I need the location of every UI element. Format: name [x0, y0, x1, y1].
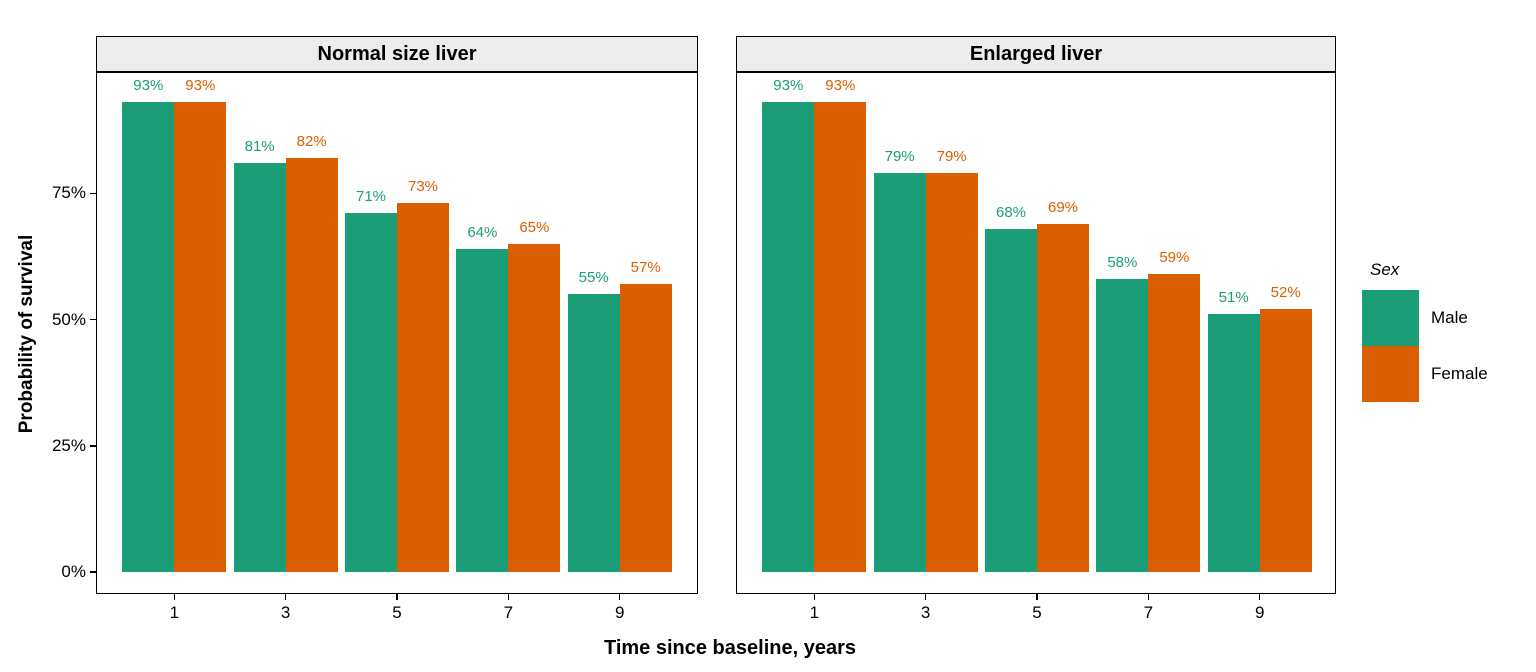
bar-female — [508, 243, 561, 572]
y-tick-label: 0% — [61, 562, 86, 581]
bar-value-label: 93% — [185, 77, 216, 95]
x-tick-label: 5 — [392, 603, 402, 622]
bar-value-label: 79% — [936, 148, 967, 166]
bar-value-label: 79% — [884, 148, 915, 166]
bar-male — [233, 162, 286, 572]
legend-item-male: Male — [1362, 290, 1534, 346]
bar-value-label: 58% — [1107, 254, 1138, 272]
legend-item-label: Male — [1431, 308, 1468, 327]
bar-female — [285, 157, 338, 572]
bar-value-label: 59% — [1159, 249, 1190, 267]
bar-value-label: 65% — [519, 218, 550, 236]
x-tick — [173, 594, 176, 600]
bar-male — [1096, 279, 1149, 572]
x-tick — [1258, 594, 1261, 600]
bar-male — [873, 173, 926, 572]
x-tick-label: 7 — [1143, 603, 1154, 622]
y-tick — [90, 192, 96, 194]
legend-key-swatch — [1362, 290, 1419, 346]
bar-value-label: 93% — [825, 77, 856, 95]
bar-value-label: 52% — [1270, 284, 1301, 302]
x-tick-label: 5 — [1032, 603, 1042, 622]
bar-value-label: 71% — [355, 188, 387, 206]
legend: Sex Male Female — [1362, 260, 1534, 402]
facet-title: Normal size liver — [96, 36, 698, 72]
bar-female — [1148, 274, 1201, 572]
bar-value-label: 93% — [133, 77, 164, 95]
bar-female — [925, 173, 978, 572]
x-tick-label: 7 — [503, 603, 514, 622]
x-tick-label: 9 — [614, 603, 625, 622]
x-tick-label: 1 — [169, 603, 180, 622]
bar-female — [174, 102, 227, 572]
x-tick-label: 3 — [280, 603, 291, 622]
legend-key-swatch — [1362, 346, 1419, 402]
facet-title: Enlarged liver — [736, 36, 1336, 72]
x-tick — [618, 594, 621, 600]
bar-value-label: 82% — [296, 132, 327, 150]
x-tick — [1147, 594, 1150, 600]
x-tick — [1036, 594, 1038, 600]
bar-value-label: 69% — [1047, 198, 1079, 216]
x-tick-label: 1 — [809, 603, 820, 622]
bar-value-label: 81% — [244, 137, 275, 155]
bar-value-label: 68% — [995, 203, 1027, 221]
y-tick-label: 50% — [51, 309, 86, 329]
bar-male — [985, 228, 1037, 572]
x-tick — [507, 594, 510, 600]
bar-value-label: 55% — [578, 269, 609, 287]
y-tick — [90, 318, 96, 321]
x-tick — [813, 594, 816, 600]
bar-female — [619, 284, 672, 572]
bar-female — [1037, 223, 1089, 572]
legend-item-label: Female — [1431, 364, 1488, 383]
legend-items: Male Female — [1362, 290, 1534, 402]
y-tick — [90, 571, 96, 573]
bar-male — [345, 213, 397, 572]
bar-male — [762, 102, 815, 572]
y-tick-label: 25% — [51, 435, 86, 455]
bar-male — [456, 248, 509, 572]
bar-female — [814, 102, 867, 572]
legend-item-female: Female — [1362, 346, 1534, 402]
bar-value-label: 57% — [630, 259, 661, 277]
x-axis-title: Time since baseline, years — [603, 637, 856, 659]
bar-value-label: 51% — [1218, 289, 1249, 307]
bar-male — [122, 102, 175, 572]
bar-male — [1207, 314, 1260, 572]
x-tick-label: 3 — [920, 603, 931, 622]
y-axis-title: Probability of survival — [16, 234, 37, 434]
x-tick — [284, 594, 287, 600]
x-tick-label: 9 — [1254, 603, 1265, 622]
bar-female — [397, 203, 449, 572]
y-tick-label: 75% — [51, 183, 86, 203]
bar-value-label: 73% — [407, 178, 439, 196]
bar-female — [1259, 309, 1312, 572]
bar-male — [567, 294, 620, 572]
legend-title: Sex — [1370, 260, 1400, 279]
bar-value-label: 93% — [773, 77, 804, 95]
x-tick — [396, 594, 398, 600]
bar-value-label: 64% — [467, 223, 498, 241]
y-tick — [90, 445, 96, 447]
x-tick — [924, 594, 927, 600]
